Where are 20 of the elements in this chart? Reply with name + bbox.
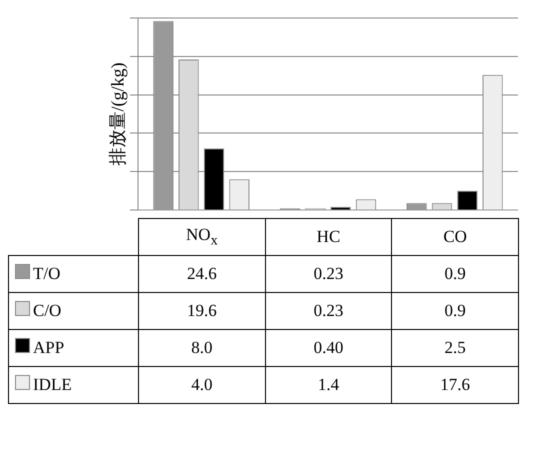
x-tick-label: HC — [265, 218, 392, 256]
data-label: 1.4 — [265, 366, 392, 404]
data-label: 0.23 — [265, 292, 392, 330]
data-label: 17.6 — [392, 366, 518, 404]
data-label: 24.6 — [138, 256, 266, 292]
legend-label: IDLE — [8, 366, 138, 404]
data-label: 0.40 — [265, 330, 392, 366]
data-label: 2.5 — [392, 330, 518, 366]
legend-label: T/O — [8, 256, 138, 292]
legend-label: APP — [8, 330, 138, 366]
x-tick-label: NO$_{x}$ — [138, 218, 266, 256]
data-label: 0.9 — [392, 256, 518, 292]
data-label: 8.0 — [138, 330, 266, 366]
data-label: 4.0 — [138, 366, 266, 404]
legend-label: C/O — [8, 292, 138, 330]
data-label: 19.6 — [138, 292, 266, 330]
y-axis-title: 排放量/(g/kg) — [108, 62, 128, 166]
x-tick-label: CO — [392, 218, 518, 256]
data-label: 0.9 — [392, 292, 518, 330]
data-label: 0.23 — [265, 256, 392, 292]
